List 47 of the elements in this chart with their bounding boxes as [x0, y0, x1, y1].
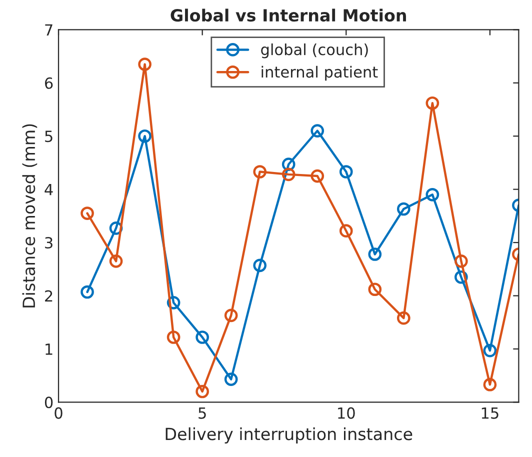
y-tick-label: 0: [44, 396, 53, 408]
point: [80, 285, 94, 299]
point: [454, 270, 468, 284]
point: [426, 96, 440, 110]
point: [109, 222, 123, 235]
point: [282, 158, 296, 171]
point: [339, 165, 353, 178]
point: [109, 254, 123, 268]
y-axis-title: Distance moved (mm): [22, 124, 38, 308]
point: [396, 202, 410, 216]
point: [253, 258, 267, 272]
point: [426, 188, 440, 202]
point: [368, 248, 382, 261]
point: [396, 311, 410, 325]
legend-label: global (couch): [261, 43, 368, 58]
point: [454, 254, 468, 268]
y-tick-label: 4: [44, 184, 53, 196]
y-tick-label: 7: [45, 24, 52, 36]
point: [253, 165, 267, 178]
point: [282, 168, 296, 182]
point: [310, 169, 324, 183]
x-tick-label: 15: [482, 407, 498, 419]
chart-title: Global vs Internal Motion: [170, 8, 406, 22]
x-axis-title: Delivery interruption instance: [166, 427, 412, 444]
y-tick-label: 3: [45, 237, 52, 249]
point: [224, 308, 238, 322]
point: [138, 58, 152, 71]
point: [80, 206, 94, 220]
point: [339, 224, 353, 238]
point: [166, 296, 180, 310]
x-tick-label: 0: [54, 407, 62, 419]
y-tick-label: 6: [45, 77, 53, 89]
y-tick-label: 2: [45, 290, 52, 302]
point: [196, 384, 209, 398]
point: [368, 282, 382, 296]
x-tick-label: 5: [198, 407, 206, 419]
point: [196, 330, 209, 344]
point: [310, 124, 324, 138]
point: [166, 330, 180, 344]
x-tick-label: 10: [338, 407, 355, 419]
y-tick-label: 1: [46, 344, 52, 355]
legend-label: internal patient: [262, 66, 378, 81]
point: [138, 129, 152, 143]
y-tick-label: 5: [45, 130, 52, 142]
point: [483, 378, 497, 392]
point: [483, 344, 497, 358]
point: [224, 372, 238, 386]
